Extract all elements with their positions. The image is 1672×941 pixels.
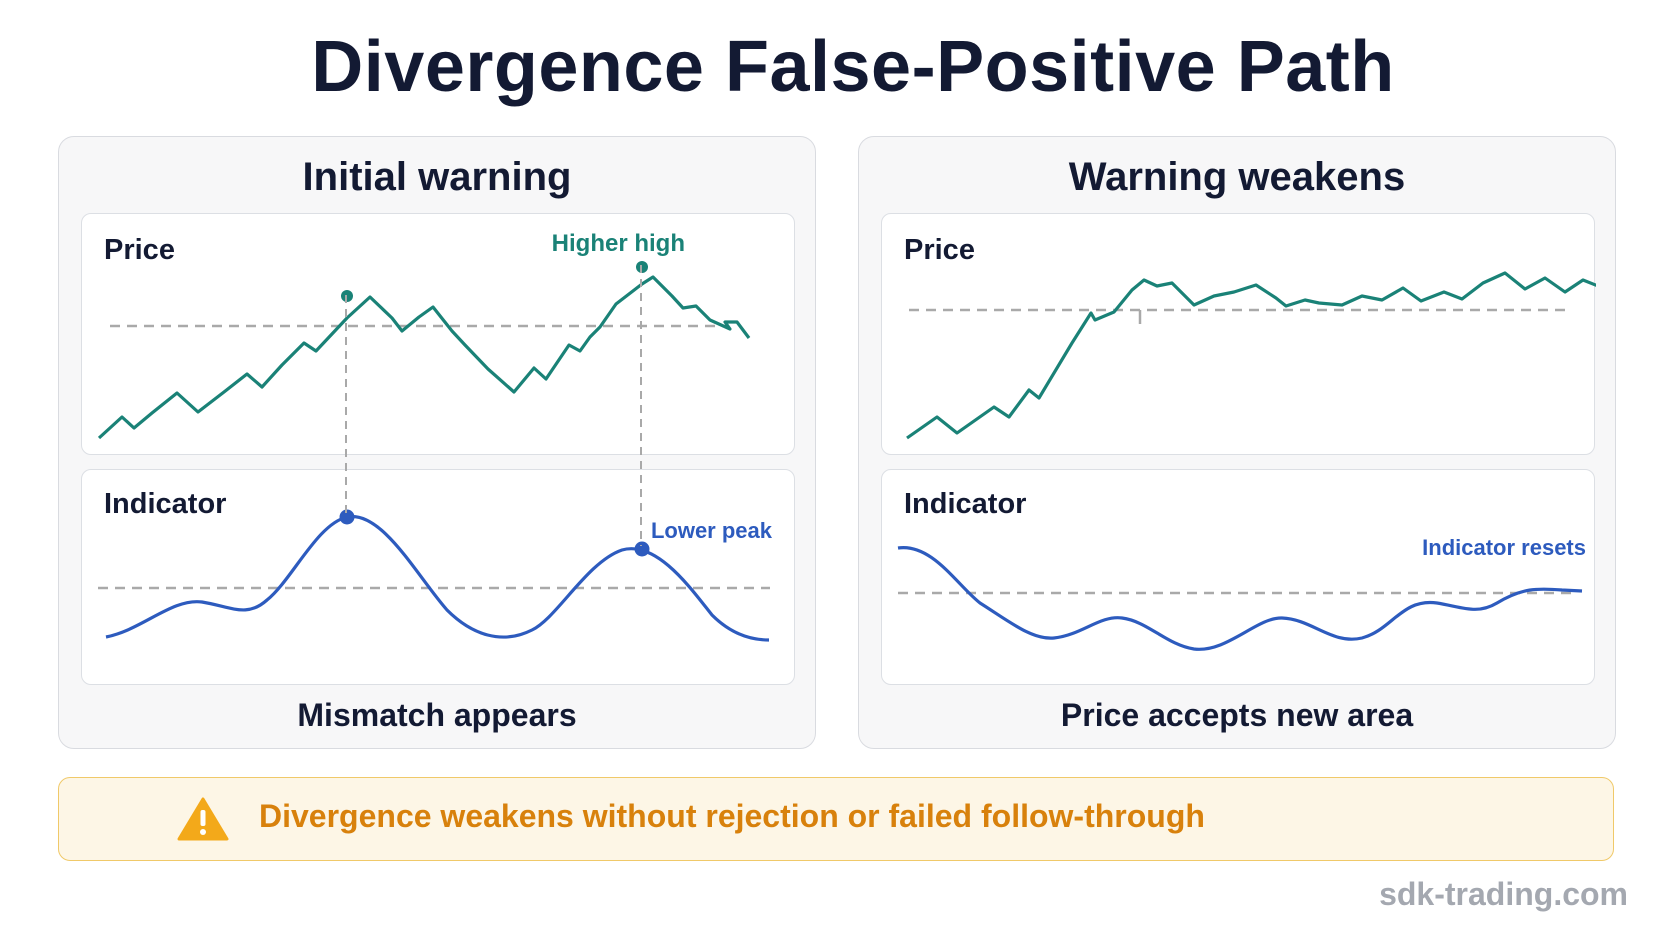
indicator-peak-1-marker [339,509,355,525]
footer-watermark: sdk-trading.com [1379,876,1628,912]
price-label: Price [104,234,175,266]
indicator-resets-label: Indicator resets [1422,535,1586,560]
warning-text: Divergence weakens without rejection or … [259,798,1205,834]
price-chart: Price [881,213,1596,455]
indicator-line [897,546,1583,651]
indicator-chart: Indicator Indicator resets [881,469,1595,685]
price-line [97,275,751,440]
page-title: Divergence False-Positive Path [311,27,1395,107]
price-label: Price [904,234,975,266]
panel-initial-warning: Initial warning Price Higher high Indica… [58,136,816,749]
panel-caption: Mismatch appears [297,697,577,733]
warning-banner: Divergence weakens without rejection or … [58,777,1614,861]
higher-high-label: Higher high [552,230,685,257]
panel-caption: Price accepts new area [1060,697,1414,733]
indicator-chart: Indicator Lower peak [81,469,795,685]
price-chart-plot [906,271,1596,440]
lower-peak-label: Lower peak [651,518,773,543]
indicator-label: Indicator [904,488,1027,520]
price-line [906,271,1596,440]
indicator-chart-plot: Lower peak [98,509,773,642]
price-chart: Price Higher high [81,213,795,455]
panel-title: Initial warning [302,155,572,199]
indicator-label: Indicator [104,488,227,520]
panel-warning-weakens: Warning weakens Price Indicator Indicato… [858,136,1616,749]
connector-lines [345,265,642,546]
indicator-peak-2-marker [634,541,650,557]
panel-title: Warning weakens [1068,155,1406,199]
indicator-line [105,515,770,642]
indicator-chart-plot: Indicator resets [897,535,1586,651]
warning-triangle-icon [177,797,229,841]
